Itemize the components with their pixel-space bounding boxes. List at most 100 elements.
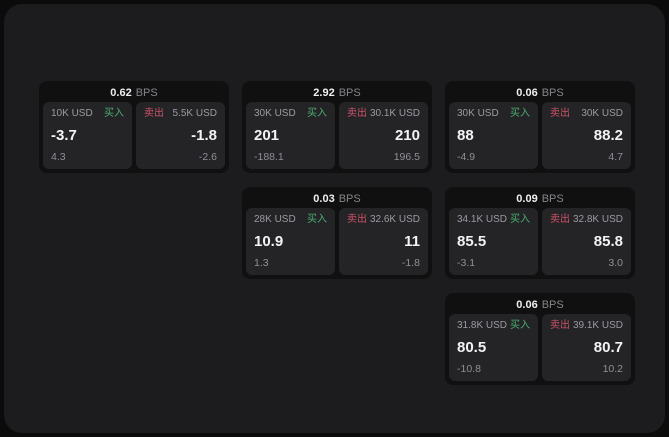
buy-tile-top: 30K USD 买入 xyxy=(254,108,327,120)
buy-tag: 买入 xyxy=(307,108,327,119)
buy-tile-top: 31.8K USD 买入 xyxy=(457,320,530,332)
quote-body: 28K USD 买入 10.9 1.3 卖出 32.6K USD 11 -1.8 xyxy=(246,208,428,275)
buy-notional: 30K USD xyxy=(254,108,296,119)
buy-tag: 买入 xyxy=(510,214,530,225)
spread-unit: BPS xyxy=(338,193,361,205)
buy-price: 80.5 xyxy=(457,339,487,356)
buy-notional: 10K USD xyxy=(51,108,93,119)
sell-notional: 30.1K USD xyxy=(369,108,420,119)
sell-price: 88.2 xyxy=(593,127,623,144)
buy-notional: 28K USD xyxy=(254,214,296,225)
buy-tag: 买入 xyxy=(510,320,530,331)
buy-price: 85.5 xyxy=(457,233,487,250)
spread-value: 0.06 xyxy=(516,299,538,311)
buy-change: 4.3 xyxy=(51,151,66,163)
sell-tag: 卖出 xyxy=(347,108,367,119)
spread-unit: BPS xyxy=(135,87,158,99)
sell-notional: 30K USD xyxy=(581,108,623,119)
buy-change: -4.9 xyxy=(457,151,476,163)
sell-price: 85.8 xyxy=(593,233,623,250)
sell-price: 80.7 xyxy=(593,339,623,356)
sell-change: 3.0 xyxy=(608,257,623,269)
buy-quote-tile[interactable]: 30K USD 买入 88 -4.9 xyxy=(449,102,538,169)
quote-body: 34.1K USD 买入 85.5 -3.1 卖出 32.8K USD 85.8… xyxy=(449,208,631,275)
sell-quote-tile[interactable]: 卖出 39.1K USD 80.7 10.2 xyxy=(542,314,631,381)
buy-quote-tile[interactable]: 30K USD 买入 201 -188.1 xyxy=(246,102,335,169)
buy-tile-top: 30K USD 买入 xyxy=(457,108,530,120)
quote-card: 0.62 BPS 10K USD 买入 -3.7 4.3 卖出 5.5K USD xyxy=(39,81,229,173)
quote-body: 30K USD 买入 88 -4.9 卖出 30K USD 88.2 4.7 xyxy=(449,102,631,169)
sell-tile-top: 卖出 39.1K USD xyxy=(550,320,623,332)
quote-body: 31.8K USD 买入 80.5 -10.8 卖出 39.1K USD 80.… xyxy=(449,314,631,381)
spread-value: 2.92 xyxy=(313,87,335,99)
quote-card: 0.09 BPS 34.1K USD 买入 85.5 -3.1 卖出 32.8K… xyxy=(445,187,635,279)
sell-quote-tile[interactable]: 卖出 32.8K USD 85.8 3.0 xyxy=(542,208,631,275)
sell-price: 11 xyxy=(404,233,420,250)
quote-card: 0.06 BPS 31.8K USD 买入 80.5 -10.8 卖出 39.1… xyxy=(445,293,635,385)
buy-price: 10.9 xyxy=(254,233,284,250)
buy-quote-tile[interactable]: 10K USD 买入 -3.7 4.3 xyxy=(43,102,132,169)
quote-card-grid: 0.62 BPS 10K USD 买入 -3.7 4.3 卖出 5.5K USD xyxy=(39,81,635,385)
quote-card: 0.03 BPS 28K USD 买入 10.9 1.3 卖出 32.6K US… xyxy=(242,187,432,279)
sell-tag: 卖出 xyxy=(550,214,570,225)
buy-notional: 34.1K USD xyxy=(457,214,508,225)
sell-change: 4.7 xyxy=(608,151,623,163)
sell-notional: 39.1K USD xyxy=(572,320,623,331)
spread-unit: BPS xyxy=(338,87,361,99)
sell-tile-top: 卖出 30K USD xyxy=(550,108,623,120)
spread-header: 0.62 BPS xyxy=(43,85,225,102)
quote-body: 30K USD 买入 201 -188.1 卖出 30.1K USD 210 1… xyxy=(246,102,428,169)
buy-quote-tile[interactable]: 28K USD 买入 10.9 1.3 xyxy=(246,208,335,275)
spread-value: 0.09 xyxy=(516,193,538,205)
sell-notional: 5.5K USD xyxy=(172,108,217,119)
quote-card: 0.06 BPS 30K USD 买入 88 -4.9 卖出 30K USD xyxy=(445,81,635,173)
spread-unit: BPS xyxy=(541,299,564,311)
sell-tag: 卖出 xyxy=(144,108,164,119)
sell-quote-tile[interactable]: 卖出 30K USD 88.2 4.7 xyxy=(542,102,631,169)
sell-change: -1.8 xyxy=(401,257,420,269)
sell-quote-tile[interactable]: 卖出 5.5K USD -1.8 -2.6 xyxy=(136,102,225,169)
spread-value: 0.62 xyxy=(110,87,132,99)
quote-body: 10K USD 买入 -3.7 4.3 卖出 5.5K USD -1.8 -2.… xyxy=(43,102,225,169)
dashboard-panel: 0.62 BPS 10K USD 买入 -3.7 4.3 卖出 5.5K USD xyxy=(4,4,665,433)
sell-quote-tile[interactable]: 卖出 32.6K USD 11 -1.8 xyxy=(339,208,428,275)
buy-change: -10.8 xyxy=(457,363,481,375)
spread-value: 0.03 xyxy=(313,193,335,205)
sell-price: -1.8 xyxy=(191,127,217,144)
buy-quote-tile[interactable]: 34.1K USD 买入 85.5 -3.1 xyxy=(449,208,538,275)
buy-quote-tile[interactable]: 31.8K USD 买入 80.5 -10.8 xyxy=(449,314,538,381)
spread-header: 2.92 BPS xyxy=(246,85,428,102)
spread-header: 0.06 BPS xyxy=(449,297,631,314)
buy-tile-top: 10K USD 买入 xyxy=(51,108,124,120)
sell-change: 196.5 xyxy=(393,151,420,163)
spread-header: 0.03 BPS xyxy=(246,191,428,208)
buy-price: 201 xyxy=(254,127,280,144)
buy-tag: 买入 xyxy=(104,108,124,119)
buy-change: -188.1 xyxy=(254,151,284,163)
spread-header: 0.09 BPS xyxy=(449,191,631,208)
buy-tile-top: 34.1K USD 买入 xyxy=(457,214,530,226)
buy-tag: 买入 xyxy=(510,108,530,119)
sell-notional: 32.6K USD xyxy=(369,214,420,225)
buy-tile-top: 28K USD 买入 xyxy=(254,214,327,226)
spread-header: 0.06 BPS xyxy=(449,85,631,102)
quote-card: 2.92 BPS 30K USD 买入 201 -188.1 卖出 30.1K … xyxy=(242,81,432,173)
sell-quote-tile[interactable]: 卖出 30.1K USD 210 196.5 xyxy=(339,102,428,169)
buy-price: 88 xyxy=(457,127,474,144)
spread-value: 0.06 xyxy=(516,87,538,99)
sell-notional: 32.8K USD xyxy=(572,214,623,225)
sell-tag: 卖出 xyxy=(550,108,570,119)
sell-change: -2.6 xyxy=(198,151,217,163)
sell-price: 210 xyxy=(394,127,420,144)
spread-unit: BPS xyxy=(541,87,564,99)
buy-tag: 买入 xyxy=(307,214,327,225)
buy-price: -3.7 xyxy=(51,127,77,144)
sell-tag: 卖出 xyxy=(550,320,570,331)
sell-tile-top: 卖出 30.1K USD xyxy=(347,108,420,120)
sell-tile-top: 卖出 5.5K USD xyxy=(144,108,217,120)
sell-change: 10.2 xyxy=(602,363,623,375)
buy-notional: 30K USD xyxy=(457,108,499,119)
buy-change: 1.3 xyxy=(254,257,269,269)
sell-tile-top: 卖出 32.8K USD xyxy=(550,214,623,226)
spread-unit: BPS xyxy=(541,193,564,205)
